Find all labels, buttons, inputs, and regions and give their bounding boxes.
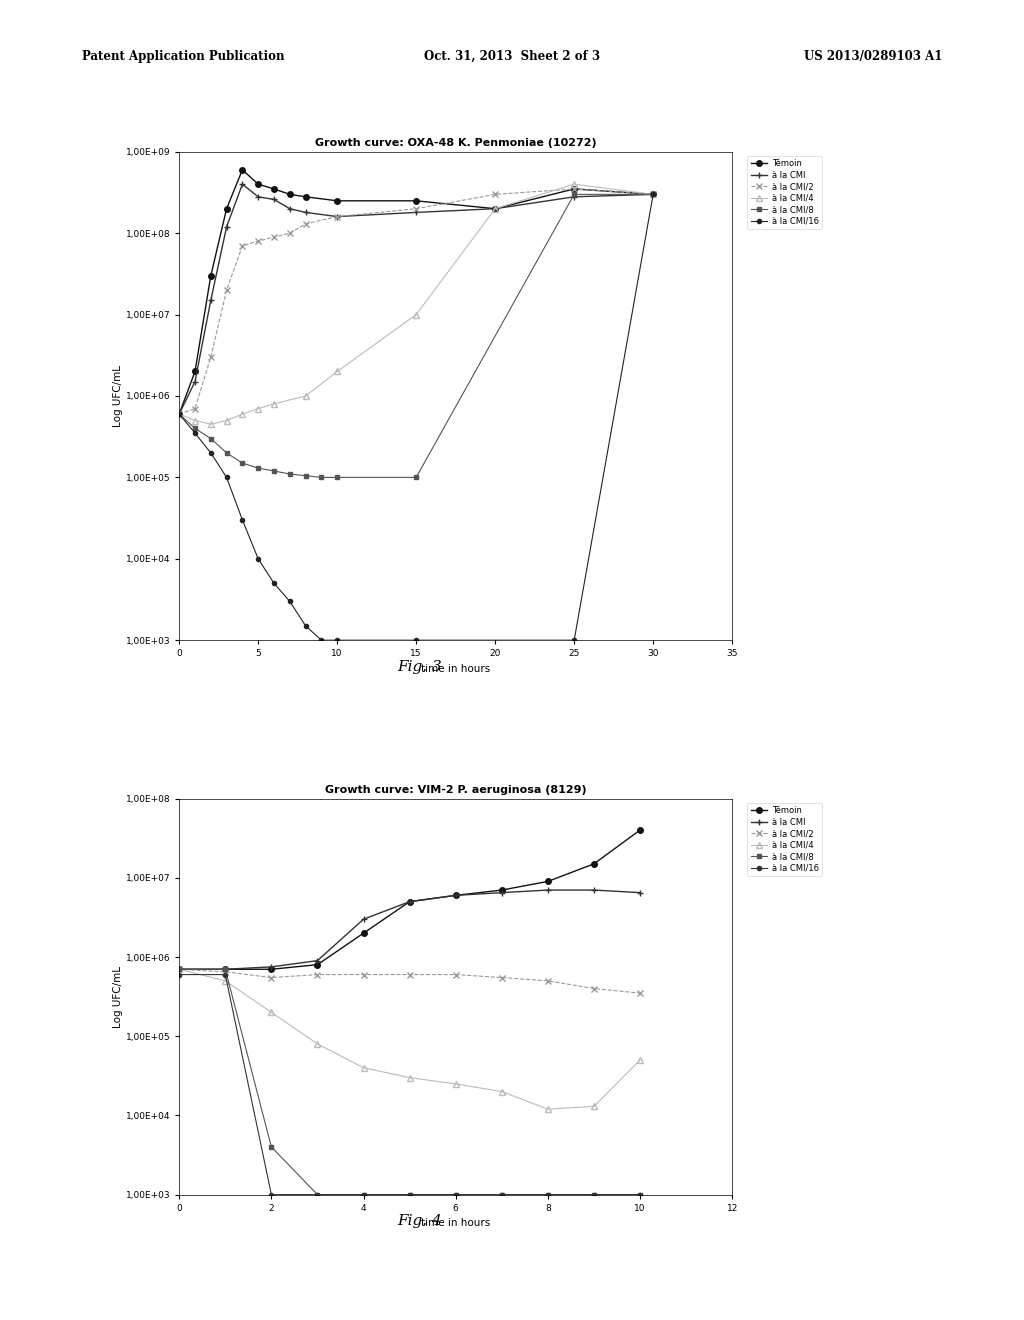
Title: Growth curve: VIM-2 P. aeruginosa (8129): Growth curve: VIM-2 P. aeruginosa (8129) (325, 785, 587, 795)
Text: Fig. 4: Fig. 4 (397, 1214, 442, 1228)
Legend: Témoin, à la CMI, à la CMI/2, à la CMI/4, à la CMI/8, à la CMI/16: Témoin, à la CMI, à la CMI/2, à la CMI/4… (748, 803, 822, 876)
Text: Fig. 3: Fig. 3 (397, 660, 442, 673)
X-axis label: time in hours: time in hours (421, 1218, 490, 1228)
Text: Oct. 31, 2013  Sheet 2 of 3: Oct. 31, 2013 Sheet 2 of 3 (424, 50, 600, 63)
Legend: Témoin, à la CMI, à la CMI/2, à la CMI/4, à la CMI/8, à la CMI/16: Témoin, à la CMI, à la CMI/2, à la CMI/4… (748, 156, 822, 230)
Title: Growth curve: OXA-48 K. Penmoniae (10272): Growth curve: OXA-48 K. Penmoniae (10272… (314, 139, 597, 148)
Text: US 2013/0289103 A1: US 2013/0289103 A1 (804, 50, 942, 63)
Y-axis label: Log UFC/mL: Log UFC/mL (113, 366, 123, 426)
X-axis label: time in hours: time in hours (421, 664, 490, 673)
Text: Patent Application Publication: Patent Application Publication (82, 50, 285, 63)
Y-axis label: Log UFC/mL: Log UFC/mL (113, 966, 123, 1027)
